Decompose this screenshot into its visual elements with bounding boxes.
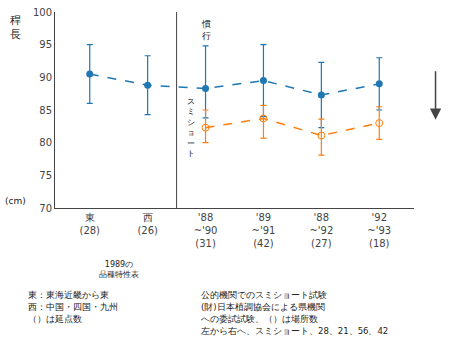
svg-text:100: 100: [33, 7, 52, 18]
svg-text:スミショート: スミショート: [187, 97, 195, 158]
svg-text:85: 85: [39, 105, 52, 116]
svg-text:75: 75: [39, 170, 52, 181]
svg-text:'88~'92(27): '88~'92(27): [309, 212, 333, 249]
svg-text:(財)日本植調協会による県機関: (財)日本植調協会による県機関: [201, 302, 325, 312]
svg-text:慣行: 慣行: [201, 19, 211, 41]
svg-text:(cm): (cm): [5, 196, 26, 206]
svg-text:'89~'91(42): '89~'91(42): [252, 212, 276, 249]
svg-text:（）は延点数: （）は延点数: [28, 314, 82, 324]
svg-text:95: 95: [39, 39, 52, 50]
svg-text:90: 90: [39, 72, 52, 83]
svg-text:西(26): 西(26): [137, 212, 158, 236]
svg-text:西：中国・四国・九州: 西：中国・四国・九州: [28, 302, 118, 312]
svg-text:'88~'90(31): '88~'90(31): [194, 212, 218, 249]
svg-text:稈長: 稈長: [10, 14, 21, 41]
svg-text:左から右へ、スミショート、28、21、56、42: 左から右へ、スミショート、28、21、56、42: [201, 326, 388, 336]
svg-text:70: 70: [39, 203, 52, 214]
svg-text:東(28): 東(28): [79, 212, 100, 236]
svg-text:80: 80: [39, 137, 52, 148]
svg-text:'92~'93(18): '92~'93(18): [367, 212, 391, 249]
svg-text:東：東海近畿から東: 東：東海近畿から東: [28, 290, 109, 300]
svg-text:公的機関でのスミショート試験: 公的機関でのスミショート試験: [201, 290, 327, 300]
svg-text:への委試試験、（）は場所数: への委試試験、（）は場所数: [201, 314, 318, 324]
svg-text:1989の品種特性表: 1989の品種特性表: [99, 260, 139, 279]
